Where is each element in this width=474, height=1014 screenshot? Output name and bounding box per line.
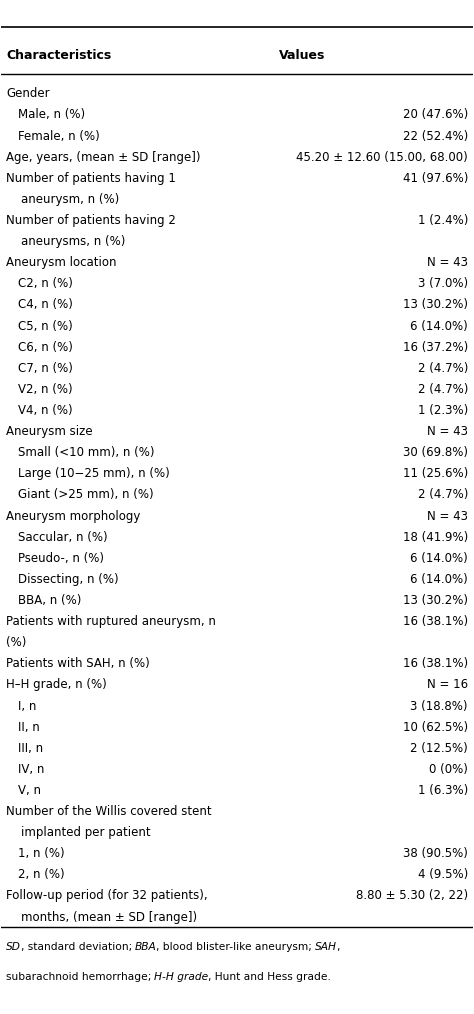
Text: aneurysm, n (%): aneurysm, n (%) xyxy=(6,193,119,206)
Text: 16 (38.1%): 16 (38.1%) xyxy=(403,657,468,670)
Text: 16 (38.1%): 16 (38.1%) xyxy=(403,615,468,628)
Text: 11 (25.6%): 11 (25.6%) xyxy=(402,467,468,481)
Text: Gender: Gender xyxy=(6,87,50,100)
Text: Number of patients having 2: Number of patients having 2 xyxy=(6,214,176,227)
Text: 6 (14.0%): 6 (14.0%) xyxy=(410,573,468,586)
Text: 2 (4.7%): 2 (4.7%) xyxy=(418,362,468,375)
Text: Saccular, n (%): Saccular, n (%) xyxy=(18,530,108,544)
Text: months, (mean ± SD [range]): months, (mean ± SD [range]) xyxy=(6,911,197,924)
Text: 16 (37.2%): 16 (37.2%) xyxy=(402,341,468,354)
Text: (%): (%) xyxy=(6,636,27,649)
Text: Age, years, (mean ± SD [range]): Age, years, (mean ± SD [range]) xyxy=(6,151,201,163)
Text: C4, n (%): C4, n (%) xyxy=(18,298,73,311)
Text: Aneurysm morphology: Aneurysm morphology xyxy=(6,509,140,522)
Text: H–H grade, n (%): H–H grade, n (%) xyxy=(6,678,107,692)
Text: Small (<10 mm), n (%): Small (<10 mm), n (%) xyxy=(18,446,155,459)
Text: IV, n: IV, n xyxy=(18,763,44,776)
Text: 1 (2.4%): 1 (2.4%) xyxy=(418,214,468,227)
Text: 3 (18.8%): 3 (18.8%) xyxy=(410,700,468,713)
Text: Aneurysm size: Aneurysm size xyxy=(6,425,93,438)
Text: Female, n (%): Female, n (%) xyxy=(18,130,100,143)
Text: Patients with ruptured aneurysm, n: Patients with ruptured aneurysm, n xyxy=(6,615,216,628)
Text: 13 (30.2%): 13 (30.2%) xyxy=(403,594,468,607)
Text: Dissecting, n (%): Dissecting, n (%) xyxy=(18,573,118,586)
Text: 22 (52.4%): 22 (52.4%) xyxy=(402,130,468,143)
Text: 30 (69.8%): 30 (69.8%) xyxy=(403,446,468,459)
Text: ,: , xyxy=(337,942,340,952)
Text: 1, n (%): 1, n (%) xyxy=(18,848,64,860)
Text: SAH: SAH xyxy=(315,942,337,952)
Text: Giant (>25 mm), n (%): Giant (>25 mm), n (%) xyxy=(18,489,154,501)
Text: III, n: III, n xyxy=(18,741,43,754)
Text: 8.80 ± 5.30 (2, 22): 8.80 ± 5.30 (2, 22) xyxy=(356,889,468,902)
Text: I, n: I, n xyxy=(18,700,36,713)
Text: , standard deviation;: , standard deviation; xyxy=(21,942,136,952)
Text: Large (10−25 mm), n (%): Large (10−25 mm), n (%) xyxy=(18,467,170,481)
Text: V4, n (%): V4, n (%) xyxy=(18,404,73,417)
Text: BBA, n (%): BBA, n (%) xyxy=(18,594,81,607)
Text: C6, n (%): C6, n (%) xyxy=(18,341,73,354)
Text: Male, n (%): Male, n (%) xyxy=(18,108,85,122)
Text: 45.20 ± 12.60 (15.00, 68.00): 45.20 ± 12.60 (15.00, 68.00) xyxy=(296,151,468,163)
Text: 41 (97.6%): 41 (97.6%) xyxy=(402,171,468,185)
Text: 4 (9.5%): 4 (9.5%) xyxy=(418,868,468,881)
Text: N = 43: N = 43 xyxy=(427,509,468,522)
Text: Characteristics: Characteristics xyxy=(6,49,111,62)
Text: 1 (6.3%): 1 (6.3%) xyxy=(418,784,468,797)
Text: Values: Values xyxy=(279,49,326,62)
Text: Pseudo-, n (%): Pseudo-, n (%) xyxy=(18,552,104,565)
Text: Aneurysm location: Aneurysm location xyxy=(6,257,117,269)
Text: C5, n (%): C5, n (%) xyxy=(18,319,73,333)
Text: C7, n (%): C7, n (%) xyxy=(18,362,73,375)
Text: N = 43: N = 43 xyxy=(427,425,468,438)
Text: 38 (90.5%): 38 (90.5%) xyxy=(403,848,468,860)
Text: 3 (7.0%): 3 (7.0%) xyxy=(418,277,468,290)
Text: SD: SD xyxy=(6,942,21,952)
Text: 13 (30.2%): 13 (30.2%) xyxy=(403,298,468,311)
Text: Follow-up period (for 32 patients),: Follow-up period (for 32 patients), xyxy=(6,889,208,902)
Text: Patients with SAH, n (%): Patients with SAH, n (%) xyxy=(6,657,150,670)
Text: aneurysms, n (%): aneurysms, n (%) xyxy=(6,235,126,248)
Text: implanted per patient: implanted per patient xyxy=(6,826,151,840)
Text: 0 (0%): 0 (0%) xyxy=(429,763,468,776)
Text: 1 (2.3%): 1 (2.3%) xyxy=(418,404,468,417)
Text: 2, n (%): 2, n (%) xyxy=(18,868,64,881)
Text: Number of patients having 1: Number of patients having 1 xyxy=(6,171,176,185)
Text: 18 (41.9%): 18 (41.9%) xyxy=(402,530,468,544)
Text: , Hunt and Hess grade.: , Hunt and Hess grade. xyxy=(208,972,331,983)
Text: 6 (14.0%): 6 (14.0%) xyxy=(410,552,468,565)
Text: 6 (14.0%): 6 (14.0%) xyxy=(410,319,468,333)
Text: II, n: II, n xyxy=(18,721,40,733)
Text: V, n: V, n xyxy=(18,784,41,797)
Text: H-H grade: H-H grade xyxy=(154,972,208,983)
Text: BBA: BBA xyxy=(135,942,156,952)
Text: N = 43: N = 43 xyxy=(427,257,468,269)
Text: N = 16: N = 16 xyxy=(427,678,468,692)
Text: Number of the Willis covered stent: Number of the Willis covered stent xyxy=(6,805,212,818)
Text: 20 (47.6%): 20 (47.6%) xyxy=(402,108,468,122)
Text: 2 (4.7%): 2 (4.7%) xyxy=(418,383,468,395)
Text: subarachnoid hemorrhage;: subarachnoid hemorrhage; xyxy=(6,972,155,983)
Text: 2 (4.7%): 2 (4.7%) xyxy=(418,489,468,501)
Text: C2, n (%): C2, n (%) xyxy=(18,277,73,290)
Text: 2 (12.5%): 2 (12.5%) xyxy=(410,741,468,754)
Text: 10 (62.5%): 10 (62.5%) xyxy=(403,721,468,733)
Text: V2, n (%): V2, n (%) xyxy=(18,383,73,395)
Text: , blood blister-like aneurysm;: , blood blister-like aneurysm; xyxy=(156,942,316,952)
